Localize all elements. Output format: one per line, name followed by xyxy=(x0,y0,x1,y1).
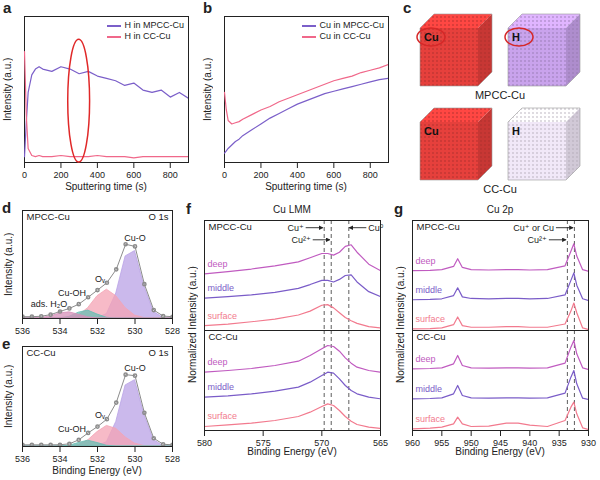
svg-text:middle: middle xyxy=(208,283,235,293)
svg-text:200: 200 xyxy=(53,170,68,180)
svg-text:Cu-OH: Cu-OH xyxy=(58,288,86,298)
svg-text:940: 940 xyxy=(522,437,538,448)
svg-text:Cu-OH: Cu-OH xyxy=(58,424,86,434)
html-text:b: b xyxy=(203,0,213,16)
svg-text:Cu: Cu xyxy=(424,125,439,137)
svg-text:950: 950 xyxy=(463,437,479,448)
svg-text:MPCC-Cu: MPCC-Cu xyxy=(475,89,525,101)
svg-text:600: 600 xyxy=(126,170,141,180)
svg-text:CC-Cu: CC-Cu xyxy=(209,331,238,342)
svg-text:800: 800 xyxy=(363,170,378,180)
html-text:c: c xyxy=(403,0,412,16)
html-text:Intensity (a.u.): Intensity (a.u.) xyxy=(2,57,13,121)
svg-text:534: 534 xyxy=(52,454,67,464)
html-text:H in MPCC-Cu: H in MPCC-Cu xyxy=(124,20,184,30)
svg-text:400: 400 xyxy=(90,170,105,180)
svg-text:Cu²⁺: Cu²⁺ xyxy=(528,235,548,245)
svg-text:Cu-O: Cu-O xyxy=(124,233,146,243)
svg-text:Cu⁺: Cu⁺ xyxy=(287,223,304,233)
svg-text:Cu⁰: Cu⁰ xyxy=(368,223,384,233)
svg-text:580: 580 xyxy=(197,438,212,448)
svg-text:deep: deep xyxy=(416,256,436,266)
svg-text:deep: deep xyxy=(416,354,436,364)
svg-text:CC-Cu: CC-Cu xyxy=(483,183,517,195)
svg-text:532: 532 xyxy=(90,326,105,336)
svg-text:O 1s: O 1s xyxy=(148,211,168,222)
svg-text:middle: middle xyxy=(208,382,235,392)
svg-text:middle: middle xyxy=(416,384,443,394)
html-text:Normalized Intensity (a.u.): Normalized Intensity (a.u.) xyxy=(395,266,406,384)
svg-text:0: 0 xyxy=(222,170,227,180)
svg-text:528: 528 xyxy=(165,326,180,336)
svg-text:565: 565 xyxy=(373,438,388,448)
svg-text:534: 534 xyxy=(52,326,67,336)
html-text:a: a xyxy=(3,0,12,16)
html-text:Sputtering time (s): Sputtering time (s) xyxy=(65,181,147,192)
svg-text:930: 930 xyxy=(581,438,596,448)
html-text:d: d xyxy=(2,199,12,216)
svg-text:955: 955 xyxy=(434,438,449,448)
html-text:Cu 2p: Cu 2p xyxy=(486,204,514,215)
svg-text:960: 960 xyxy=(405,438,420,448)
svg-text:Cu-O: Cu-O xyxy=(124,363,146,373)
html-text:Intensity (a.u.): Intensity (a.u.) xyxy=(3,232,14,296)
svg-text:ads. H₂O: ads. H₂O xyxy=(31,299,68,309)
svg-text:surface: surface xyxy=(208,411,238,421)
svg-text:536: 536 xyxy=(15,326,30,336)
html-text:Intensity (a.u.): Intensity (a.u.) xyxy=(202,57,213,121)
svg-text:Cu: Cu xyxy=(424,31,439,43)
svg-text:530: 530 xyxy=(127,326,142,336)
svg-text:536: 536 xyxy=(15,454,30,464)
svg-text:570: 570 xyxy=(314,437,330,448)
svg-text:935: 935 xyxy=(552,438,567,448)
svg-text:532: 532 xyxy=(90,454,105,464)
html-text:f: f xyxy=(186,200,191,217)
html-text:Binding Energy (eV): Binding Energy (eV) xyxy=(455,446,545,457)
html-text:Cu in MPCC-Cu: Cu in MPCC-Cu xyxy=(319,20,384,30)
svg-text:575: 575 xyxy=(255,437,271,448)
html-text:g: g xyxy=(394,200,404,217)
html-text:H in CC-Cu: H in CC-Cu xyxy=(124,31,171,41)
html-text:Binding Energy (eV): Binding Energy (eV) xyxy=(247,446,337,457)
svg-text:200: 200 xyxy=(253,170,268,180)
svg-text:Oᵥ: Oᵥ xyxy=(95,274,105,284)
svg-text:800: 800 xyxy=(163,170,178,180)
html-text:Intensity (a.u.): Intensity (a.u.) xyxy=(3,364,14,428)
svg-text:MPCC-Cu: MPCC-Cu xyxy=(209,221,252,232)
svg-text:MPCC-Cu: MPCC-Cu xyxy=(27,211,70,222)
html-text:Sputtering time (s): Sputtering time (s) xyxy=(265,181,347,192)
html-text:Normalized Intensity (a.u.): Normalized Intensity (a.u.) xyxy=(187,266,198,384)
html-text:Cu LMM: Cu LMM xyxy=(273,204,311,215)
svg-text:surface: surface xyxy=(416,414,446,424)
svg-text:530: 530 xyxy=(127,454,142,464)
svg-text:surface: surface xyxy=(208,311,238,321)
svg-text:middle: middle xyxy=(416,285,443,295)
html-text:Cu in CC-Cu: Cu in CC-Cu xyxy=(319,31,371,41)
svg-text:CC-Cu: CC-Cu xyxy=(27,347,56,358)
svg-text:600: 600 xyxy=(326,170,341,180)
svg-text:deep: deep xyxy=(208,357,228,367)
svg-text:surface: surface xyxy=(416,314,446,324)
svg-text:MPCC-Cu: MPCC-Cu xyxy=(417,221,460,232)
svg-text:deep: deep xyxy=(208,259,228,269)
svg-text:H: H xyxy=(512,125,520,137)
svg-text:CC-Cu: CC-Cu xyxy=(417,331,446,342)
svg-text:945: 945 xyxy=(493,437,508,448)
svg-text:400: 400 xyxy=(290,170,305,180)
svg-text:528: 528 xyxy=(165,454,180,464)
svg-text:Cu⁺ or Cu: Cu⁺ or Cu xyxy=(513,223,554,233)
html-text:Binding Energy (eV): Binding Energy (eV) xyxy=(52,465,142,476)
svg-text:0: 0 xyxy=(22,170,27,180)
html-text:e: e xyxy=(2,335,11,352)
svg-text:O 1s: O 1s xyxy=(148,347,168,358)
svg-text:Oᵥ: Oᵥ xyxy=(95,410,105,420)
svg-text:Cu²⁺: Cu²⁺ xyxy=(291,235,311,245)
svg-text:H: H xyxy=(512,31,520,43)
